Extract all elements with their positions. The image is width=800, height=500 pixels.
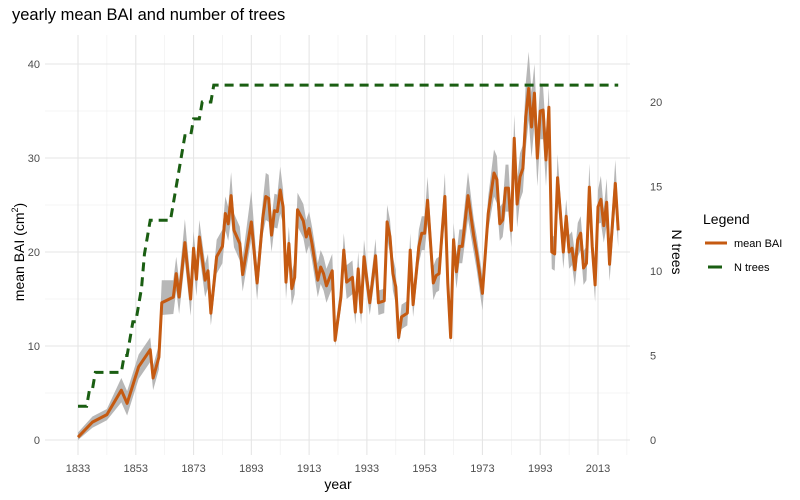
x-tick-label: 1973 [470, 463, 494, 475]
y2-tick-label: 0 [650, 435, 656, 447]
y-axis-label-sup: 2 [10, 207, 20, 212]
y-tick-label: 20 [28, 247, 40, 259]
x-tick-label: 1913 [297, 463, 321, 475]
x-tick-label: 1853 [124, 463, 148, 475]
ribbon-layer [78, 51, 619, 440]
x-tick-label: 1993 [528, 463, 552, 475]
x-tick-label: 1833 [66, 463, 90, 475]
y-tick-label: 10 [28, 341, 40, 353]
x-tick-label: 1873 [181, 463, 205, 475]
y2-axis-label: N trees [669, 229, 685, 274]
y-tick-label: 30 [28, 153, 40, 165]
y-axis-label-base: mean BAI (cm [11, 212, 27, 301]
y2-tick-label: 20 [650, 97, 662, 109]
legend-label-mean-bai: mean BAI [734, 238, 782, 250]
legend-title: Legend [703, 211, 750, 227]
x-tick-label: 1953 [412, 463, 436, 475]
y2-tick-label: 15 [650, 182, 662, 194]
mean-bai-line [76, 86, 620, 439]
y-tick-label: 40 [28, 59, 40, 71]
confidence-ribbon [78, 51, 619, 440]
x-tick-label: 1893 [239, 463, 263, 475]
ticks-layer: 0 10 20 30 40 1833 1853 1873 1893 1913 1933 1953 197… [28, 59, 663, 475]
legend: Legend mean BAI N trees [703, 211, 782, 274]
y2-tick-label: 5 [650, 351, 656, 363]
x-tick-label: 2013 [586, 463, 610, 475]
chart-title: yearly mean BAI and number of trees [12, 6, 285, 24]
n-trees-line [78, 83, 619, 408]
y-axis-label: mean BAI (cm2) [10, 203, 27, 301]
lines-layer [76, 83, 620, 439]
legend-label-n-trees: N trees [734, 262, 770, 274]
y-axis-label-end: ) [11, 203, 27, 208]
y2-tick-label: 10 [650, 266, 662, 278]
y-tick-label: 0 [34, 435, 40, 447]
x-axis-label: year [324, 476, 352, 492]
x-tick-label: 1933 [355, 463, 379, 475]
